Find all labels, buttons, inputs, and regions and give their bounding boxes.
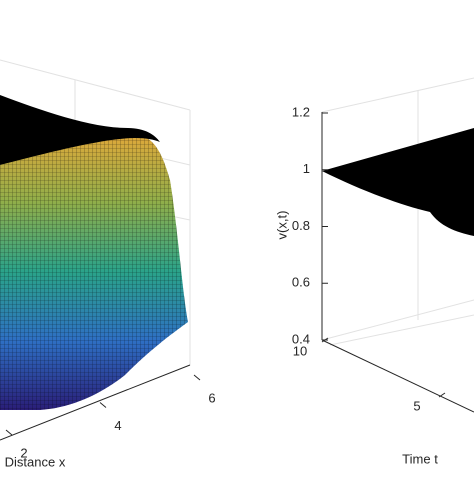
z-tick-label: 0.8 [292, 218, 310, 233]
left-surface [0, 95, 188, 410]
z-tick-label: 1.2 [292, 104, 310, 119]
x-tick [99, 402, 107, 408]
y-axis-label: Time t [402, 451, 438, 466]
z-tick-label: 1 [303, 161, 310, 176]
y-tick [438, 392, 446, 398]
y-tick-label: 5 [413, 398, 420, 413]
z-tick-label: 0.6 [292, 275, 310, 290]
y-tick-label: 10 [293, 343, 307, 358]
x-tick-label: 4 [114, 418, 121, 433]
x-tick-label: 2 [20, 445, 27, 460]
x-tick-label: 6 [208, 390, 215, 405]
x-tick [5, 429, 13, 436]
z-tick-label: 0.4 [292, 331, 310, 346]
right-axes-box [321, 77, 474, 413]
z-axis-label: v(x,t) [274, 211, 289, 240]
x-axis-label: Distance x [5, 454, 66, 469]
right-surface [322, 128, 474, 236]
y-tick [321, 337, 329, 343]
x-tick [193, 374, 201, 381]
